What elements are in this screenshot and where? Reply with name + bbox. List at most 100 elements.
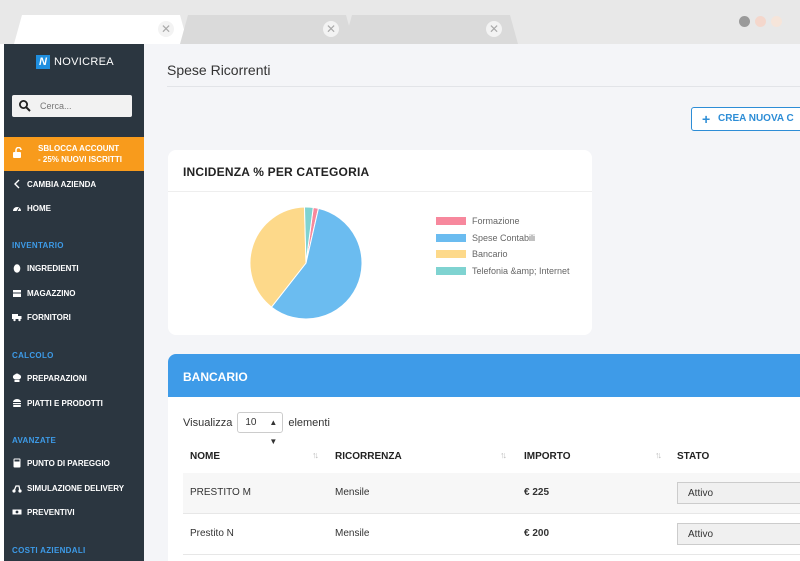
create-button-label: CREA NUOVA C <box>718 113 794 124</box>
status-select[interactable]: Attivo <box>677 482 800 504</box>
legend-label: Spese Contabili <box>472 232 536 243</box>
section-calcolo: CALCOLO <box>12 351 54 360</box>
section-avanzate: AVANZATE <box>12 436 57 445</box>
sidebar-item-preparazioni[interactable]: PREPARAZIONI <box>12 371 87 385</box>
column-header-importo[interactable]: IMPORTO <box>524 451 571 462</box>
chart-card-title: INCIDENZA % PER CATEGORIA <box>183 165 370 179</box>
sidebar-item-label: PUNTO DI PAREGGIO <box>27 458 110 468</box>
legend-swatch <box>436 217 466 226</box>
search-icon <box>19 100 31 112</box>
create-new-button[interactable]: + CREA NUOVA C <box>691 107 800 131</box>
cell-importo: € 200 <box>524 528 550 539</box>
sidebar-item-label: SIMULAZIONE DELIVERY <box>27 483 125 493</box>
burger-icon <box>13 399 21 407</box>
page-title: Spese Ricorrenti <box>167 62 271 78</box>
sort-icon[interactable]: ↑↓ <box>655 450 662 460</box>
sidebar-item-piatti[interactable]: PIATTI E PRODOTTI <box>12 396 103 410</box>
sidebar-item-home[interactable]: HOME <box>12 201 51 215</box>
sidebar-item-fornitori[interactable]: FORNITORI <box>12 310 71 324</box>
money-bill-icon <box>12 509 22 515</box>
show-label: Visualizza <box>183 416 233 429</box>
select-arrows-icon: ▲ ▼ <box>269 418 278 446</box>
cell-nome: PRESTITO M <box>190 487 251 498</box>
row-divider <box>183 513 800 514</box>
calculator-icon <box>13 458 21 468</box>
browser-tab[interactable]: ✕ <box>180 15 354 44</box>
browser-tab-active[interactable]: ✕ <box>14 15 188 44</box>
sidebar-item-simulazione-delivery[interactable]: SIMULAZIONE DELIVERY <box>12 481 124 495</box>
sidebar-item-ingredienti[interactable]: INGREDIENTI <box>12 261 79 275</box>
sort-icon[interactable]: ↑↓ <box>500 450 507 460</box>
brand-logo[interactable]: N NOVICREA <box>36 55 114 69</box>
bancario-table-card: BANCARIO Visualizza 10 ▲ ▼ elementi NOME … <box>168 354 800 561</box>
brand-name: NOVICREA <box>54 56 114 68</box>
cell-ricorrenza: Mensile <box>335 528 370 539</box>
window-dot[interactable] <box>739 16 750 27</box>
pie-chart[interactable] <box>248 205 364 321</box>
truck-icon <box>12 314 22 322</box>
sidebar-item-label: HOME <box>27 203 51 213</box>
sidebar-search <box>12 95 132 117</box>
sidebar-item-label: PREPARAZIONI <box>27 373 87 383</box>
sidebar-item-change-company[interactable]: CAMBIA AZIENDA <box>12 177 96 191</box>
promo-title: SBLOCCA ACCOUNT <box>38 144 120 153</box>
search-input[interactable] <box>40 95 128 117</box>
cell-nome: Prestito N <box>190 528 234 539</box>
sidebar-item-magazzino[interactable]: MAGAZZINO <box>12 286 75 300</box>
logo-mark: N <box>36 55 50 69</box>
tab-shape <box>344 15 518 44</box>
browser-tab[interactable]: ✕ <box>344 15 518 44</box>
egg-icon <box>13 264 21 273</box>
sidebar-item-label: PIATTI E PRODOTTI <box>27 398 103 408</box>
section-inventario: INVENTARIO <box>12 241 64 250</box>
main-content: Spese Ricorrenti + CREA NUOVA C INCIDENZ… <box>144 44 800 561</box>
row-divider <box>183 554 800 555</box>
card-divider <box>168 191 592 192</box>
column-header-ricorrenza[interactable]: RICORRENZA <box>335 451 402 462</box>
sidebar-item-preventivi[interactable]: PREVENTIVI <box>12 505 75 519</box>
cell-importo: € 225 <box>524 487 550 498</box>
show-suffix: elementi <box>288 416 330 429</box>
sidebar-item-label: MAGAZZINO <box>27 288 76 298</box>
close-tab-icon[interactable]: ✕ <box>486 21 502 37</box>
legend-item[interactable]: Bancario <box>436 246 570 263</box>
window-dot[interactable] <box>771 16 782 27</box>
lock-icon <box>13 147 22 158</box>
pie-slice-1[interactable] <box>270 207 363 320</box>
pie-slice-3[interactable] <box>303 206 314 264</box>
sidebar-item-label: INGREDIENTI <box>27 263 79 273</box>
tab-shape <box>180 15 354 44</box>
unlock-account-banner[interactable]: SBLOCCA ACCOUNT - 25% NUOVI ISCRITTI <box>4 137 144 171</box>
window-dot[interactable] <box>755 16 766 27</box>
legend-item[interactable]: Spese Contabili <box>436 230 570 247</box>
cell-ricorrenza: Mensile <box>335 487 370 498</box>
legend-item[interactable]: Telefonia &amp; Internet <box>436 263 570 280</box>
chef-hat-icon <box>12 373 22 382</box>
plus-icon: + <box>702 111 711 127</box>
close-tab-icon[interactable]: ✕ <box>158 21 174 37</box>
category-chart-card: INCIDENZA % PER CATEGORIA Formazione Spes… <box>168 150 592 335</box>
status-select[interactable]: Attivo <box>677 523 800 545</box>
legend-label: Formazione <box>472 216 520 227</box>
legend-swatch <box>436 233 466 242</box>
chart-legend: Formazione Spese Contabili Bancario Telefon… <box>436 213 570 279</box>
section-costi-aziendali: COSTI AZIENDALI <box>12 546 86 555</box>
close-tab-icon[interactable]: ✕ <box>323 21 339 37</box>
chevron-left-icon <box>14 179 20 189</box>
legend-item[interactable]: Formazione <box>436 213 570 230</box>
pie-slice-2[interactable] <box>249 206 307 308</box>
page-length-select[interactable]: 10 ▲ ▼ <box>237 412 284 446</box>
column-header-stato[interactable]: STATO <box>677 451 710 462</box>
sidebar-item-label: CAMBIA AZIENDA <box>27 179 97 189</box>
page-length-control: Visualizza 10 ▲ ▼ elementi <box>183 412 330 446</box>
sidebar-item-punto-pareggio[interactable]: PUNTO DI PAREGGIO <box>12 456 110 470</box>
delivery-icon <box>12 485 22 493</box>
legend-swatch <box>436 250 466 259</box>
column-header-nome[interactable]: NOME <box>190 451 220 462</box>
table-row[interactable]: Prestito N Mensile € 200 Attivo <box>183 514 800 554</box>
title-divider <box>167 86 800 87</box>
sort-icon[interactable]: ↑↓ <box>312 450 319 460</box>
legend-label: Bancario <box>472 249 508 260</box>
table-row[interactable]: PRESTITO M Mensile € 225 Attivo <box>183 473 800 513</box>
table-card-header: BANCARIO <box>168 354 800 397</box>
